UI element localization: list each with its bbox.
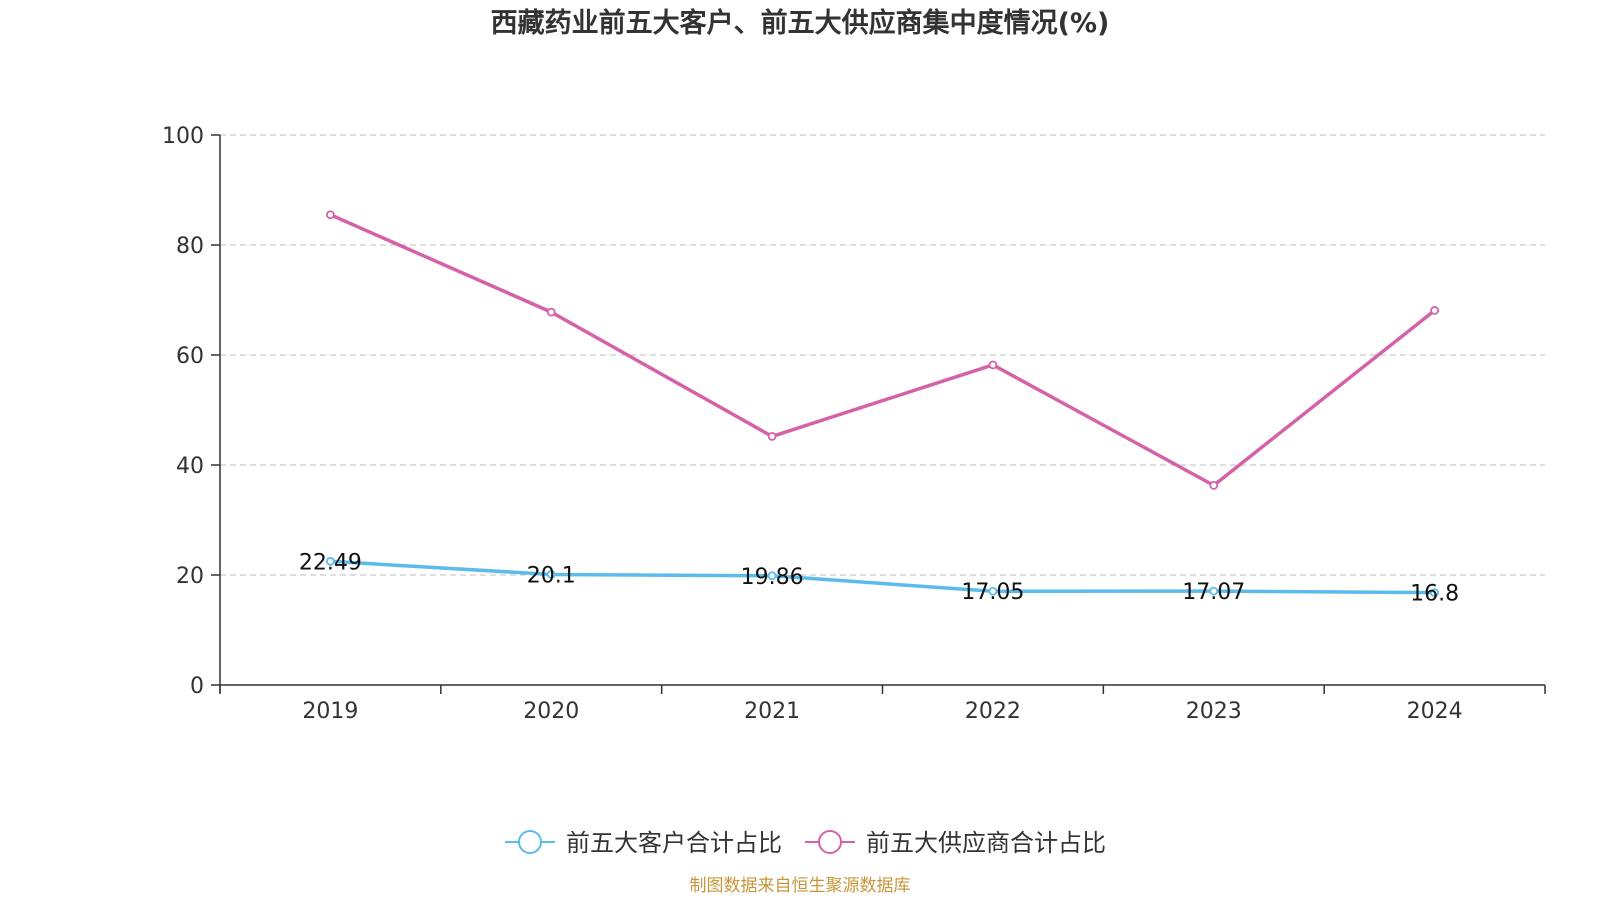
legend-item-0[interactable]: 前五大客户合计占比 <box>505 829 782 857</box>
data-point-1-2023 <box>1209 480 1219 490</box>
y-tick-label-60: 60 <box>176 344 204 369</box>
data-point-0-2019 <box>326 556 335 566</box>
x-tick-label-2020: 2020 <box>523 699 579 724</box>
y-tick-label-100: 100 <box>162 124 204 149</box>
series-line-1 <box>329 213 1436 488</box>
plot-area: 22.49 20.1 19.86 17.05 17.07 16.8 <box>299 210 1459 607</box>
axes: 0 20 40 60 80 100 2019 2020 2021 2022 2023 2024 <box>162 124 1546 724</box>
x-tick-label-2024: 2024 <box>1407 699 1463 724</box>
legend-item-1[interactable]: 前五大供应商合计占比 <box>805 829 1106 857</box>
legend-marker-0 <box>518 830 542 854</box>
data-point-0-2024 <box>1430 588 1439 597</box>
y-tick-label-20: 20 <box>176 564 204 589</box>
chart-title: 西藏药业前五大客户、前五大供应商集中度情况(%) <box>491 7 1110 39</box>
data-label-0-2019: 22.49 <box>299 550 362 575</box>
series-line-0 <box>330 559 1435 595</box>
legend-label-0: 前五大客户合计占比 <box>566 829 782 857</box>
legend[interactable]: 前五大客户合计占比 前五大供应商合计占比 <box>505 829 1106 857</box>
source-note: 制图数据来自恒生聚源数据库 <box>690 876 911 896</box>
x-tick-label-2019: 2019 <box>302 699 358 724</box>
x-tick-label-2022: 2022 <box>965 699 1021 724</box>
data-label-0-2020: 20.1 <box>527 563 576 588</box>
data-point-0-2021 <box>767 571 777 581</box>
y-tick-label-80: 80 <box>176 234 204 259</box>
data-label-0-2023: 17.07 <box>1182 580 1245 605</box>
data-point-0-2023 <box>1209 586 1219 596</box>
y-tick-label-40: 40 <box>176 454 204 479</box>
data-point-1-2022 <box>988 360 998 370</box>
data-point-1-2021 <box>767 431 777 441</box>
legend-marker-1 <box>818 830 842 854</box>
data-point-1-2020 <box>546 307 556 317</box>
grid-lines <box>220 134 1545 576</box>
data-label-0-2022: 17.05 <box>961 580 1024 605</box>
data-point-1-2019 <box>326 210 335 220</box>
x-tick-label-2021: 2021 <box>744 699 800 724</box>
data-label-0-2024: 16.8 <box>1410 582 1459 607</box>
data-point-0-2022 <box>988 586 998 596</box>
x-tick-label-2023: 2023 <box>1186 699 1242 724</box>
data-point-1-2024 <box>1430 306 1439 315</box>
data-point-0-2020 <box>546 570 556 579</box>
y-tick-label-0: 0 <box>190 674 204 699</box>
data-label-0-2021: 19.86 <box>741 565 804 590</box>
legend-label-1: 前五大供应商合计占比 <box>866 829 1106 857</box>
